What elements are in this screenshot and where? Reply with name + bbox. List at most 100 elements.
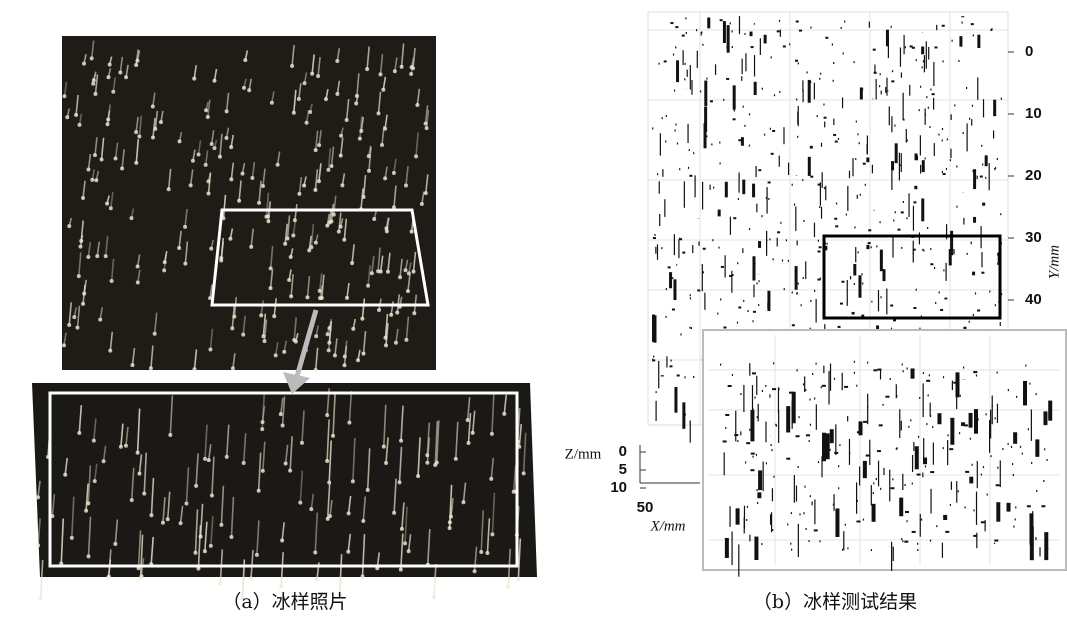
bubble <box>261 420 265 424</box>
point <box>903 370 904 372</box>
point <box>738 198 739 200</box>
point <box>773 362 774 364</box>
point <box>890 378 891 380</box>
point <box>729 275 732 277</box>
bubble <box>134 130 138 134</box>
bubble <box>325 459 329 463</box>
point <box>891 116 892 132</box>
point <box>1013 432 1017 444</box>
bubble <box>87 554 91 558</box>
point <box>942 25 945 27</box>
point <box>796 435 800 437</box>
point <box>930 89 931 91</box>
bubble <box>522 471 526 475</box>
point <box>756 376 757 395</box>
point <box>917 549 918 551</box>
point <box>826 243 827 245</box>
point <box>754 23 755 24</box>
point <box>682 35 685 37</box>
point <box>1007 503 1011 512</box>
point <box>951 485 952 487</box>
point <box>758 169 761 171</box>
point <box>891 487 895 489</box>
bubble <box>114 156 118 160</box>
point <box>981 474 982 476</box>
point <box>769 394 770 397</box>
point <box>689 175 692 177</box>
bubble <box>62 94 66 98</box>
point <box>843 531 844 550</box>
point <box>771 153 774 155</box>
bubble <box>466 441 470 445</box>
point <box>672 308 675 310</box>
point <box>863 421 867 423</box>
point <box>773 476 774 478</box>
point <box>943 515 947 520</box>
bubble <box>335 59 339 63</box>
point <box>771 444 772 446</box>
point <box>885 87 886 93</box>
bubble <box>95 254 99 258</box>
point <box>997 404 998 423</box>
point <box>833 134 836 136</box>
bubble <box>290 64 294 68</box>
point <box>789 43 790 45</box>
point <box>923 372 924 374</box>
bubble <box>199 535 203 539</box>
point <box>926 423 927 425</box>
bubble <box>210 494 214 498</box>
point <box>989 420 990 453</box>
point <box>798 283 799 285</box>
point <box>1039 547 1040 556</box>
point <box>939 291 940 293</box>
point <box>735 411 736 442</box>
point <box>823 366 824 374</box>
bubble <box>261 334 265 338</box>
point <box>766 187 767 214</box>
point <box>852 312 855 315</box>
bubble <box>331 434 335 438</box>
point <box>880 370 881 380</box>
point <box>897 229 900 231</box>
point <box>928 47 929 60</box>
point <box>723 326 726 328</box>
bubble <box>241 172 245 176</box>
point <box>690 65 691 90</box>
point <box>668 266 671 268</box>
point <box>891 161 894 170</box>
point <box>876 478 877 480</box>
point <box>674 387 677 413</box>
bubble <box>162 268 166 272</box>
point <box>891 80 894 82</box>
bubble <box>81 196 85 200</box>
point <box>990 29 991 31</box>
point <box>886 289 887 315</box>
point <box>920 86 921 88</box>
bubble <box>124 444 128 448</box>
bubble <box>383 176 387 180</box>
point <box>762 390 763 392</box>
point <box>967 253 968 255</box>
point <box>689 327 690 329</box>
bubble <box>274 353 278 357</box>
point <box>973 509 974 511</box>
point <box>750 32 753 37</box>
point <box>923 383 924 417</box>
bubble <box>324 97 328 101</box>
bubble <box>386 270 390 274</box>
point <box>729 506 730 527</box>
point <box>740 431 741 435</box>
point <box>687 70 688 77</box>
point <box>842 549 843 551</box>
point <box>912 455 913 472</box>
point <box>904 484 905 486</box>
point <box>725 414 729 416</box>
point <box>881 91 882 95</box>
point <box>688 167 689 169</box>
bubble <box>337 230 341 234</box>
point <box>1002 448 1003 450</box>
point <box>947 434 948 436</box>
point <box>983 99 984 117</box>
point <box>806 434 810 436</box>
point <box>749 145 750 147</box>
